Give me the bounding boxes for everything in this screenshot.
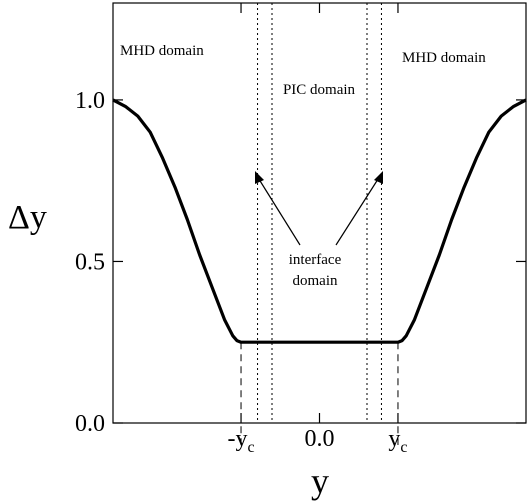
y-tick-label-0: 0.0 (75, 411, 105, 437)
y-tick-label-2: 1.0 (75, 88, 105, 114)
interface-arrowhead-left (255, 171, 264, 184)
interface-label-line2: domain (293, 273, 338, 289)
y-tick-label-1: 0.5 (75, 249, 105, 275)
pic-domain-label: PIC domain (283, 82, 356, 98)
mhd-domain-right-label: MHD domain (402, 50, 486, 66)
interface-arrowhead-right (374, 171, 383, 184)
x-tick-label-2: yc (388, 426, 407, 456)
interface-arrow-left (256, 175, 301, 246)
delta-y-curve (112, 98, 527, 344)
x-tick-label-1: 0.0 (305, 426, 335, 452)
plot-frame (112, 2, 527, 424)
x-tick-label-0: -yc (227, 426, 254, 456)
interface-label-line1: interface (289, 252, 342, 268)
mhd-domain-left-label: MHD domain (120, 43, 204, 59)
y-axis-title: Δy (8, 199, 47, 236)
interface-arrow-right (335, 175, 381, 246)
x-axis-title: y (311, 461, 329, 501)
